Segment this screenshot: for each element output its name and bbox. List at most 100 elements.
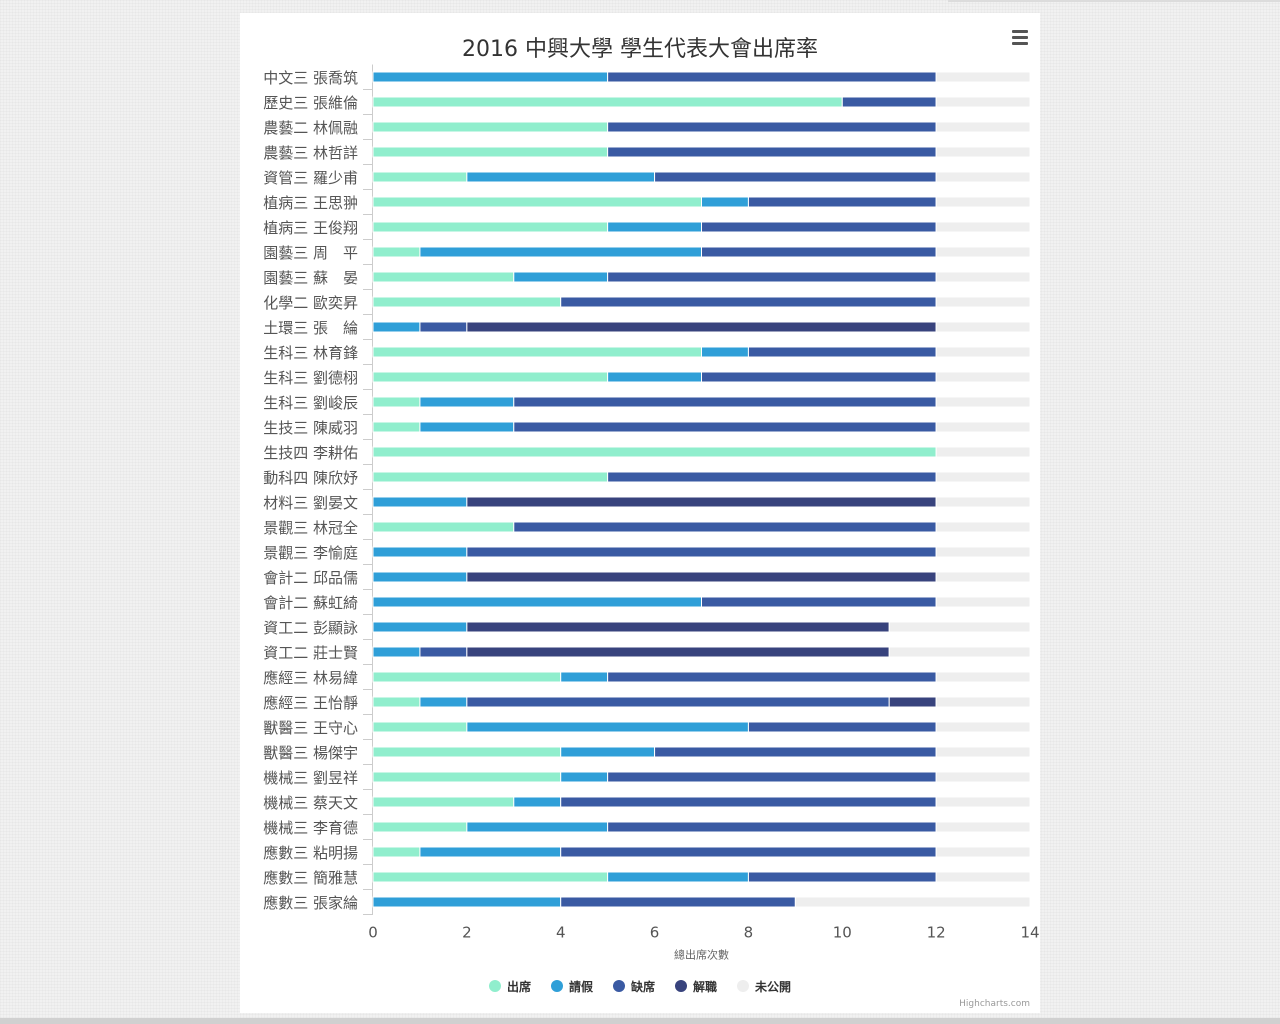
bar-segment[interactable] <box>419 846 562 858</box>
bar-segment[interactable] <box>513 521 937 533</box>
legend-item[interactable]: 請假 <box>550 977 593 995</box>
bar-segment[interactable] <box>560 771 609 783</box>
bar-segment[interactable] <box>466 546 937 558</box>
bar-segment[interactable] <box>701 371 937 383</box>
bar-segment[interactable] <box>372 446 937 458</box>
bar-segment[interactable] <box>607 271 937 283</box>
bar-segment[interactable] <box>372 596 702 608</box>
bar-segment[interactable] <box>419 696 468 708</box>
bar-segment[interactable] <box>372 296 562 308</box>
bar-segment[interactable] <box>372 471 609 483</box>
bar-segment[interactable] <box>372 646 421 658</box>
bar-segment[interactable] <box>372 846 421 858</box>
bar-segment[interactable] <box>607 821 937 833</box>
legend-item[interactable]: 未公開 <box>737 977 791 995</box>
bar-segment[interactable] <box>372 671 562 683</box>
bar-segment[interactable] <box>935 246 1031 258</box>
bar-segment[interactable] <box>372 521 515 533</box>
bar-segment[interactable] <box>747 196 937 208</box>
bar-segment[interactable] <box>372 196 702 208</box>
bar-segment[interactable] <box>372 396 421 408</box>
bar-segment[interactable] <box>701 221 937 233</box>
bar-segment[interactable] <box>419 321 468 333</box>
bar-segment[interactable] <box>888 696 937 708</box>
bar-segment[interactable] <box>935 196 1031 208</box>
bar-segment[interactable] <box>935 721 1031 733</box>
bar-segment[interactable] <box>747 721 937 733</box>
bar-segment[interactable] <box>935 171 1031 183</box>
bar-segment[interactable] <box>372 346 702 358</box>
bar-segment[interactable] <box>888 621 1031 633</box>
bar-segment[interactable] <box>935 871 1031 883</box>
bar-segment[interactable] <box>935 796 1031 808</box>
bar-segment[interactable] <box>560 746 656 758</box>
bar-segment[interactable] <box>560 796 937 808</box>
bar-segment[interactable] <box>466 721 749 733</box>
bar-segment[interactable] <box>372 146 609 158</box>
bar-segment[interactable] <box>372 121 609 133</box>
bar-segment[interactable] <box>607 671 937 683</box>
bar-segment[interactable] <box>701 196 749 208</box>
bar-segment[interactable] <box>935 96 1031 108</box>
bar-segment[interactable] <box>372 496 468 508</box>
bar-segment[interactable] <box>466 696 890 708</box>
bar-segment[interactable] <box>935 271 1031 283</box>
bar-segment[interactable] <box>607 771 937 783</box>
bar-segment[interactable] <box>935 346 1031 358</box>
bar-segment[interactable] <box>607 121 937 133</box>
bar-segment[interactable] <box>794 896 1031 908</box>
bar-segment[interactable] <box>372 421 421 433</box>
bar-segment[interactable] <box>607 371 702 383</box>
bar-segment[interactable] <box>372 696 421 708</box>
legend-item[interactable]: 解職 <box>675 977 717 995</box>
bar-segment[interactable] <box>654 746 937 758</box>
bar-segment[interactable] <box>935 596 1031 608</box>
bar-segment[interactable] <box>701 346 749 358</box>
bar-segment[interactable] <box>513 796 562 808</box>
bar-segment[interactable] <box>654 171 937 183</box>
bar-segment[interactable] <box>607 221 702 233</box>
bar-segment[interactable] <box>560 846 937 858</box>
bar-segment[interactable] <box>701 596 937 608</box>
bar-segment[interactable] <box>372 71 609 83</box>
bar-segment[interactable] <box>372 221 609 233</box>
legend-item[interactable]: 出席 <box>488 977 531 995</box>
bar-segment[interactable] <box>607 471 937 483</box>
bar-segment[interactable] <box>935 696 1031 708</box>
bar-segment[interactable] <box>935 771 1031 783</box>
bar-segment[interactable] <box>372 821 468 833</box>
bar-segment[interactable] <box>466 571 937 583</box>
bar-segment[interactable] <box>935 421 1031 433</box>
bar-segment[interactable] <box>466 646 890 658</box>
bar-segment[interactable] <box>372 746 562 758</box>
bar-segment[interactable] <box>419 396 515 408</box>
bar-segment[interactable] <box>935 846 1031 858</box>
bar-segment[interactable] <box>935 396 1031 408</box>
bar-segment[interactable] <box>935 446 1031 458</box>
bar-segment[interactable] <box>372 321 421 333</box>
bar-segment[interactable] <box>935 521 1031 533</box>
bar-segment[interactable] <box>935 71 1031 83</box>
bar-segment[interactable] <box>466 496 937 508</box>
bar-segment[interactable] <box>935 746 1031 758</box>
bar-segment[interactable] <box>466 171 656 183</box>
bar-segment[interactable] <box>466 621 890 633</box>
bar-segment[interactable] <box>372 571 468 583</box>
bar-segment[interactable] <box>372 796 515 808</box>
bar-segment[interactable] <box>935 221 1031 233</box>
bar-segment[interactable] <box>841 96 937 108</box>
bar-segment[interactable] <box>372 546 468 558</box>
context-menu-icon[interactable] <box>1010 27 1030 47</box>
bar-segment[interactable] <box>935 121 1031 133</box>
bar-segment[interactable] <box>607 146 937 158</box>
bar-segment[interactable] <box>372 171 468 183</box>
bar-segment[interactable] <box>935 496 1031 508</box>
bar-segment[interactable] <box>372 271 515 283</box>
bar-segment[interactable] <box>419 646 468 658</box>
bar-segment[interactable] <box>888 646 1031 658</box>
bar-segment[interactable] <box>419 246 703 258</box>
highcharts-credits[interactable]: Highcharts.com <box>959 999 1030 1009</box>
bar-segment[interactable] <box>419 421 515 433</box>
bar-segment[interactable] <box>466 821 609 833</box>
bar-segment[interactable] <box>607 71 937 83</box>
